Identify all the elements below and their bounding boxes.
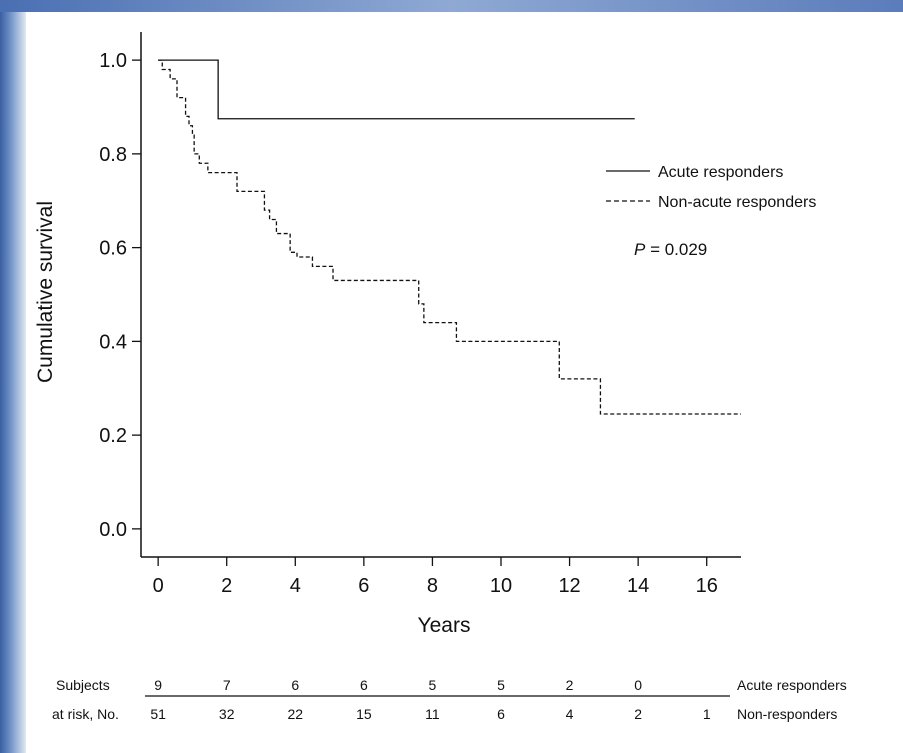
x-tick-label: 14 <box>627 575 649 597</box>
risk-count: 2 <box>566 677 574 693</box>
y-tick-label: 0.4 <box>99 331 127 353</box>
x-tick-label: 4 <box>290 575 301 597</box>
legend: Acute responders Non-acute responders <box>606 164 816 211</box>
risk-table-label-line2: at risk, No. <box>52 706 119 722</box>
p-value-annotation: P = 0.029 <box>634 240 707 259</box>
x-tick-label: 10 <box>490 575 512 597</box>
risk-count: 6 <box>291 677 299 693</box>
risk-count: 1 <box>703 706 711 722</box>
risk-count: 5 <box>429 677 437 693</box>
risk-count: 15 <box>356 706 372 722</box>
risk-count: 2 <box>634 706 642 722</box>
y-axis-label: Cumulative survival <box>34 201 57 383</box>
slide-top-band <box>0 0 903 12</box>
risk-table: Subjects at risk, No. Acute responders N… <box>52 677 847 722</box>
series-group <box>158 59 741 415</box>
risk-count: 0 <box>634 677 642 693</box>
p-value-text: = 0.029 <box>645 240 707 259</box>
risk-count: 5 <box>497 677 505 693</box>
y-tick-label: 0.2 <box>99 425 127 447</box>
x-tick-label: 8 <box>427 575 438 597</box>
y-ticks: 0.0 0.2 0.4 0.6 0.8 1.0 <box>99 50 141 541</box>
survival-curve-acute <box>158 59 635 120</box>
y-tick-label: 0.6 <box>99 238 127 260</box>
y-tick-label: 1.0 <box>99 50 127 72</box>
risk-count: 9 <box>154 677 162 693</box>
x-tick-label: 16 <box>696 575 718 597</box>
risk-count: 6 <box>360 677 368 693</box>
risk-count: 7 <box>223 677 231 693</box>
p-value-symbol: P <box>634 240 646 259</box>
risk-count: 11 <box>425 706 440 722</box>
x-tick-label: 2 <box>221 575 232 597</box>
survival-curve-non-acute <box>158 59 741 415</box>
x-tick-label: 0 <box>153 575 164 597</box>
risk-row-label-non: Non-responders <box>737 706 837 722</box>
x-tick-label: 6 <box>358 575 369 597</box>
x-ticks: 0 2 4 6 8 10 12 14 16 <box>153 557 718 597</box>
risk-row-label-acute: Acute responders <box>737 677 847 693</box>
axes <box>140 32 741 558</box>
legend-label-acute: Acute responders <box>658 164 783 181</box>
y-tick-label: 0.8 <box>99 144 127 166</box>
chart-panel <box>26 12 903 753</box>
risk-count: 32 <box>219 706 235 722</box>
risk-table-label-line1: Subjects <box>56 677 110 693</box>
x-axis-label: Years <box>418 614 471 637</box>
risk-count: 22 <box>287 706 303 722</box>
y-tick-label: 0.0 <box>99 519 127 541</box>
risk-count: 6 <box>497 706 505 722</box>
risk-count: 4 <box>566 706 574 722</box>
x-tick-label: 12 <box>558 575 580 597</box>
risk-count: 51 <box>150 706 166 722</box>
legend-label-non-acute: Non-acute responders <box>658 194 816 211</box>
